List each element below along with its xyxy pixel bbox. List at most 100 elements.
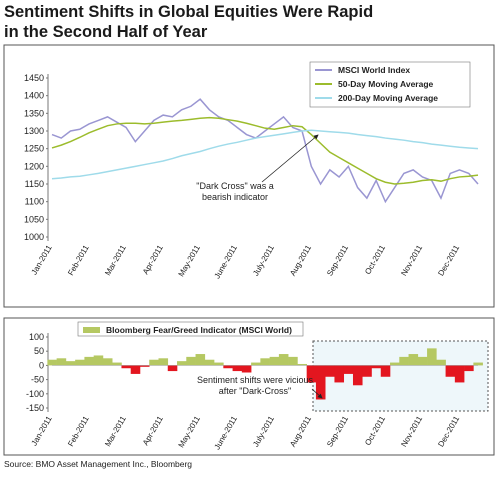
x-tick-label: Mar-2011 (103, 414, 128, 448)
legend-box (77, 321, 304, 337)
area-bar (130, 365, 141, 374)
panel-frame (3, 44, 495, 308)
x-tick-label: Sep-2011 (325, 243, 350, 278)
annotation-arrow (261, 134, 319, 183)
area-bar (139, 365, 150, 367)
area-bar (56, 358, 67, 366)
area-bar (251, 362, 261, 366)
area-bar (65, 361, 76, 366)
area-bar (473, 362, 483, 366)
y-tick-label: -150 (26, 403, 44, 413)
series-line (51, 129, 479, 180)
y-tick-label: 50 (34, 346, 44, 356)
area-bar (47, 359, 57, 366)
area-bar (121, 365, 132, 369)
annotation: after "Dark-Cross" (219, 386, 291, 396)
legend-label: MSCI World Index (338, 65, 410, 75)
x-tick-label: Feb-2011 (66, 243, 91, 277)
area-bar (343, 365, 354, 374)
x-tick-label: Dec-2011 (436, 414, 461, 449)
y-tick-label: 1350 (24, 108, 44, 118)
x-tick-label: Aug-2011 (288, 243, 313, 278)
x-tick-label: Sep-2011 (325, 414, 350, 449)
annotation: bearish indicator (202, 192, 268, 202)
y-tick-label: -100 (26, 389, 44, 399)
area-bar (427, 348, 437, 366)
y-tick-label: 0 (39, 360, 44, 370)
x-tick-label: Oct-2011 (363, 243, 387, 276)
area-bar (112, 362, 122, 366)
y-tick-label: 1450 (24, 73, 44, 83)
x-tick-label: July-2011 (251, 414, 276, 449)
legend-label: 200-Day Moving Average (338, 93, 438, 103)
y-tick-label: 1150 (25, 179, 44, 189)
area-bar (75, 359, 85, 366)
source: Source: BMO Asset Management Inc., Bloom… (4, 459, 192, 469)
area-bar (232, 365, 243, 372)
area-bar (84, 356, 94, 366)
legend-label: 50-Day Moving Average (338, 79, 434, 89)
area-bar (167, 365, 178, 372)
x-tick-label: Nov-2011 (399, 243, 424, 278)
area-bar (223, 365, 233, 369)
x-tick-label: Jan-2011 (30, 243, 54, 276)
area-bar (464, 365, 474, 372)
annotation: Sentiment shifts were vicious (197, 375, 314, 385)
annotation: "Dark Cross" was a (196, 181, 273, 191)
x-tick-label: Jan-2011 (30, 414, 54, 447)
y-tick-label: 1250 (24, 144, 44, 154)
area-bar (371, 365, 382, 369)
legend-label: Bloomberg Fear/Greed Indicator (MSCI Wor… (106, 325, 292, 335)
legend-box (309, 61, 471, 108)
area-bar (334, 365, 345, 383)
title-line: in the Second Half of Year (4, 23, 208, 41)
area-bar (390, 362, 400, 366)
area-bar (399, 356, 409, 366)
y-tick-label: 1050 (24, 214, 44, 224)
x-tick-label: June-2011 (213, 243, 240, 280)
area-bar (306, 365, 317, 383)
y-tick-label: 1100 (25, 197, 44, 207)
area-bar (445, 365, 456, 377)
area-bar (288, 356, 298, 366)
area-bar (380, 365, 391, 377)
x-tick-label: Oct-2011 (363, 414, 387, 447)
annotation-arrow (311, 388, 323, 399)
panel-frame (3, 317, 495, 456)
area-bar (195, 354, 206, 366)
area-bar (186, 356, 196, 366)
y-tick-label: 100 (29, 332, 44, 342)
area-bar (417, 356, 428, 366)
series-line (51, 116, 479, 185)
x-tick-label: Feb-2011 (66, 414, 91, 448)
area-bar (214, 362, 224, 366)
area-bar (325, 365, 335, 377)
x-tick-label: Nov-2011 (399, 414, 424, 449)
x-tick-label: May-2011 (177, 243, 203, 278)
area-bar (93, 355, 104, 366)
area-bar (260, 358, 270, 366)
series-line (51, 98, 479, 204)
area-bar (158, 358, 169, 366)
area-bar (278, 354, 289, 366)
y-tick-label: 1200 (24, 161, 44, 171)
area-bar (269, 356, 280, 366)
area-bar (454, 365, 465, 383)
area-bar (149, 359, 159, 366)
area-bar (436, 359, 446, 366)
y-tick-label: 1000 (24, 232, 44, 242)
area-bar (177, 361, 187, 366)
x-tick-label: Apr-2011 (141, 414, 165, 447)
area-bar (204, 359, 215, 366)
area-bar (241, 365, 252, 373)
title-line: Sentiment Shifts in Global Equities Were… (4, 3, 373, 21)
area-bar (408, 354, 419, 366)
area-bar (102, 358, 113, 366)
x-tick-label: Aug-2011 (288, 414, 313, 449)
x-tick-label: Mar-2011 (103, 243, 128, 277)
y-tick-label: 1400 (24, 91, 44, 101)
x-tick-label: Apr-2011 (141, 243, 165, 276)
y-tick-label: 1300 (24, 126, 44, 136)
area-bar (315, 365, 326, 400)
